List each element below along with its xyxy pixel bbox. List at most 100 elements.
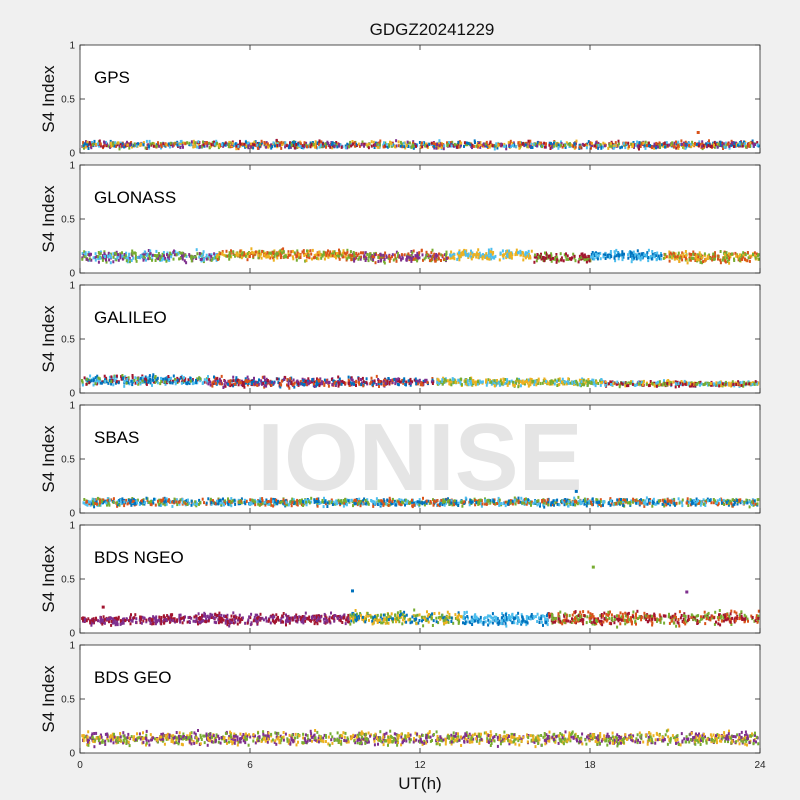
data-point: [358, 256, 361, 259]
data-point: [470, 251, 473, 255]
data-point: [682, 252, 685, 256]
data-point: [234, 382, 237, 386]
data-point: [616, 380, 619, 384]
data-point: [500, 382, 503, 386]
data-point: [577, 500, 580, 504]
data-point: [360, 378, 362, 381]
data-point: [155, 255, 158, 259]
data-point: [531, 146, 534, 149]
data-point: [103, 252, 106, 256]
data-point: [291, 255, 294, 259]
data-point: [701, 261, 703, 265]
data-point: [349, 140, 352, 144]
data-point: [90, 252, 92, 256]
data-point: [506, 500, 509, 504]
data-point: [398, 380, 401, 384]
data-point: [323, 378, 326, 382]
data-point: [490, 247, 493, 251]
data-point: [580, 380, 583, 384]
data-point: [584, 143, 587, 147]
data-point: [597, 141, 600, 145]
data-point: [609, 497, 612, 501]
data-point: [677, 146, 680, 150]
data-point: [470, 381, 473, 385]
data-point: [587, 380, 590, 384]
data-point: [548, 382, 551, 386]
data-point: [264, 251, 267, 255]
data-point: [431, 382, 434, 385]
data-point: [642, 141, 645, 145]
data-point: [116, 143, 119, 147]
data-point: [486, 143, 489, 147]
data-point: [518, 146, 521, 150]
data-point: [401, 145, 404, 149]
data-point: [723, 383, 726, 386]
data-point: [528, 142, 531, 146]
data-point: [297, 381, 300, 385]
data-point: [408, 141, 411, 145]
data-point: [216, 258, 219, 261]
data-point: [138, 142, 141, 146]
data-point: [134, 257, 137, 261]
data-point: [510, 252, 512, 255]
data-point: [627, 253, 629, 257]
data-point: [726, 256, 728, 260]
data-point: [195, 257, 198, 260]
data-point: [296, 249, 299, 253]
data-point: [200, 252, 203, 256]
data-point: [436, 142, 438, 146]
data-point: [717, 257, 719, 261]
data-point: [173, 249, 175, 253]
data-point: [427, 499, 430, 503]
data-point: [584, 381, 587, 385]
data-point: [674, 385, 677, 389]
data-point: [688, 143, 691, 147]
data-point: [193, 143, 196, 147]
data-point: [484, 144, 487, 148]
data-point: [362, 384, 365, 388]
data-point: [331, 142, 334, 146]
data-point: [280, 140, 283, 144]
data-point: [572, 382, 575, 386]
data-point: [725, 251, 728, 255]
data-point: [409, 378, 411, 382]
data-point: [270, 143, 273, 147]
data-point: [619, 146, 622, 150]
data-point: [184, 253, 187, 257]
data-point: [475, 253, 478, 257]
data-point: [247, 380, 249, 383]
data-point: [213, 140, 215, 144]
data-point: [595, 256, 598, 260]
data-point: [697, 142, 700, 146]
data-point: [202, 250, 205, 254]
figure-title: GDGZ20241229: [370, 20, 495, 39]
data-point: [196, 252, 199, 256]
data-point: [592, 382, 595, 386]
data-point: [519, 380, 522, 384]
data-point: [485, 140, 488, 144]
data-point: [372, 258, 375, 262]
data-point: [603, 142, 606, 146]
data-point: [440, 146, 443, 149]
data-point: [505, 251, 507, 255]
data-point: [401, 256, 404, 260]
data-point: [356, 254, 359, 257]
data-point: [549, 380, 552, 384]
data-point: [607, 382, 610, 386]
data-point: [240, 252, 243, 256]
data-point: [403, 141, 406, 145]
data-point: [663, 142, 666, 145]
data-point: [133, 379, 136, 382]
data-point: [755, 382, 758, 386]
data-point: [524, 256, 527, 260]
data-point: [505, 256, 508, 260]
data-point: [424, 144, 427, 148]
data-point: [720, 144, 723, 148]
data-point: [544, 145, 547, 149]
data-point: [88, 253, 90, 257]
data-point: [285, 144, 288, 148]
data-point: [593, 257, 596, 261]
data-point: [274, 144, 276, 148]
data-point: [209, 497, 212, 501]
data-point: [214, 379, 217, 383]
